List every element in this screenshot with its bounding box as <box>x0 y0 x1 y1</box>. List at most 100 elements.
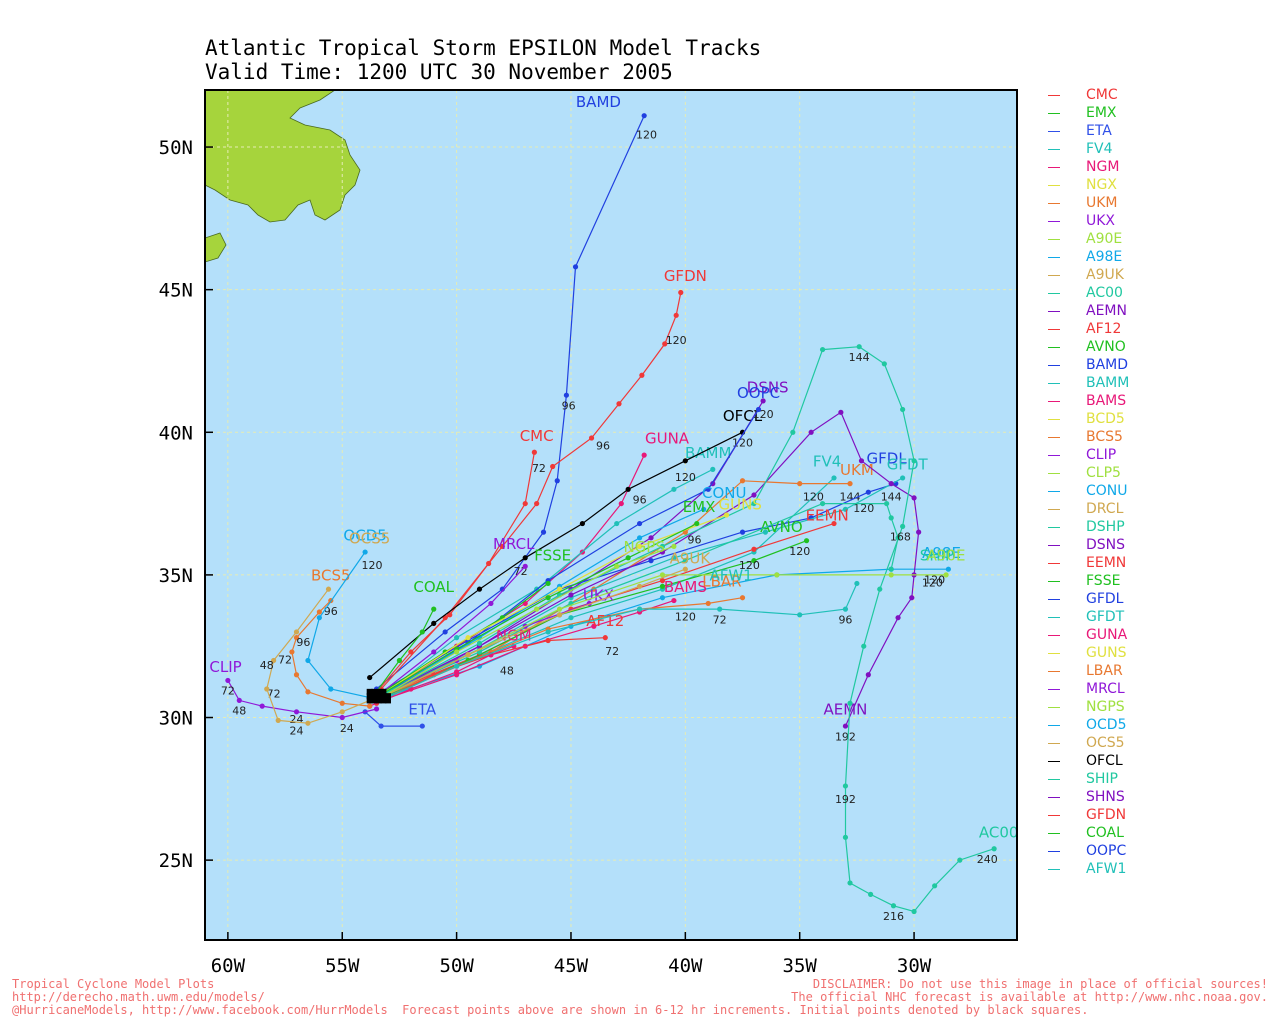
legend-item-bams: BAMS <box>1048 392 1248 410</box>
forecast-point <box>447 612 453 618</box>
track-ac00: 144 192 216 240 AC00 <box>380 344 1017 923</box>
chart-subtitle: Valid Time: 1200 UTC 30 November 2005 <box>205 60 673 84</box>
forecast-point <box>710 466 716 472</box>
forecast-point <box>911 495 917 501</box>
forecast-point <box>648 558 654 564</box>
track-afw1: 96 72 AFW1 <box>378 567 860 704</box>
forecast-point <box>616 401 622 407</box>
legend-swatch <box>1048 491 1060 492</box>
forecast-point <box>723 512 730 518</box>
forecast-point <box>847 481 853 487</box>
legend-swatch <box>1048 725 1060 726</box>
forecast-point <box>476 586 483 592</box>
track-name-label: AVNO <box>760 518 803 536</box>
grid-lines <box>205 90 1017 940</box>
forecast-point <box>486 560 492 567</box>
forecast-hour-label: 96 <box>296 636 310 649</box>
track-line <box>266 588 370 724</box>
track-bamd: 96 120 BAMD <box>373 93 657 692</box>
legend-swatch <box>1048 617 1060 618</box>
forecast-point <box>762 529 768 535</box>
track-aemn: 192 AEMN <box>380 409 922 743</box>
legend-item-oopc: OOPC <box>1048 842 1248 860</box>
forecast-hour-label: 192 <box>835 793 856 806</box>
forecast-point <box>316 615 322 621</box>
forecast-point <box>751 558 757 564</box>
legend-item-shns: SHNS <box>1048 788 1248 806</box>
forecast-hour-label: 72 <box>278 653 292 666</box>
legend-label: OFCL <box>1086 753 1123 769</box>
legend-item-emx: EMX <box>1048 104 1248 122</box>
forecast-point <box>339 700 345 706</box>
track-eta: ETA <box>362 701 437 729</box>
forecast-point <box>488 600 494 607</box>
legend-label: DSNS <box>1086 537 1126 553</box>
track-ngps: NGPS <box>378 538 677 701</box>
forecast-point <box>618 500 624 507</box>
forecast-point <box>847 700 853 706</box>
forecast-point <box>225 677 231 684</box>
legend-label: AC00 <box>1086 285 1123 301</box>
legend-label: SHNS <box>1086 789 1125 805</box>
forecast-point <box>739 529 746 535</box>
legend-label: AEMN <box>1086 303 1127 319</box>
track-name-label: BAMS <box>664 578 707 596</box>
legend-swatch <box>1048 851 1060 852</box>
legend-swatch <box>1048 545 1060 546</box>
legend-swatch <box>1048 581 1060 582</box>
forecast-point <box>909 595 915 601</box>
legend-label: EEMN <box>1086 555 1127 571</box>
track-name-label: CMC <box>520 427 554 445</box>
legend-item-ngm: NGM <box>1048 158 1248 176</box>
forecast-point <box>305 720 311 726</box>
legend-label: OOPC <box>1086 843 1127 859</box>
legend-label: A90E <box>1086 231 1123 247</box>
forecast-point <box>641 452 647 458</box>
forecast-point <box>888 481 894 487</box>
legend-swatch <box>1048 743 1060 744</box>
legend-swatch <box>1048 329 1060 330</box>
track-name-label: A9UK <box>670 549 712 567</box>
legend-item-ukm: UKM <box>1048 194 1248 212</box>
track-name-label: LBAR <box>702 572 741 590</box>
forecast-hour-label: 120 <box>922 576 943 589</box>
forecast-point <box>531 449 537 455</box>
legend-label: GFDL <box>1086 591 1124 607</box>
legend-item-avno: AVNO <box>1048 338 1248 356</box>
forecast-point <box>900 406 906 413</box>
forecast-hour-label: 120 <box>675 611 696 624</box>
track-name-label: A98E <box>922 544 961 562</box>
forecast-point <box>236 697 242 704</box>
track-line <box>380 583 858 701</box>
legend-swatch <box>1048 167 1060 168</box>
track-line <box>380 540 807 699</box>
forecast-point <box>861 643 867 649</box>
forecast-point <box>865 489 871 495</box>
legend-swatch <box>1048 815 1060 816</box>
forecast-point <box>419 723 425 729</box>
forecast-point <box>895 615 901 621</box>
track-line <box>369 431 743 679</box>
forecast-point <box>522 500 528 507</box>
forecast-point <box>373 706 380 712</box>
forecast-hour-label: 24 <box>340 722 354 735</box>
forecast-point <box>545 629 551 635</box>
legend-swatch <box>1048 509 1060 510</box>
forecast-point <box>579 520 586 527</box>
forecast-point <box>550 463 556 470</box>
forecast-hour-label: 120 <box>739 559 760 572</box>
forecast-hour-label: 72 <box>713 613 727 626</box>
legend-swatch <box>1048 707 1060 708</box>
forecast-point <box>419 629 425 635</box>
forecast-point <box>568 592 574 598</box>
initial-point-marker <box>371 688 378 695</box>
legend-label: GFDN <box>1086 807 1127 823</box>
forecast-point <box>614 520 620 527</box>
legend-swatch <box>1048 419 1060 420</box>
x-tick-label: 45W <box>554 955 589 977</box>
legend-label: UKX <box>1086 213 1116 229</box>
legend-item-ofcl: OFCL <box>1048 752 1248 770</box>
forecast-point <box>499 543 505 549</box>
forecast-point <box>790 429 796 435</box>
forecast-point <box>957 857 963 863</box>
